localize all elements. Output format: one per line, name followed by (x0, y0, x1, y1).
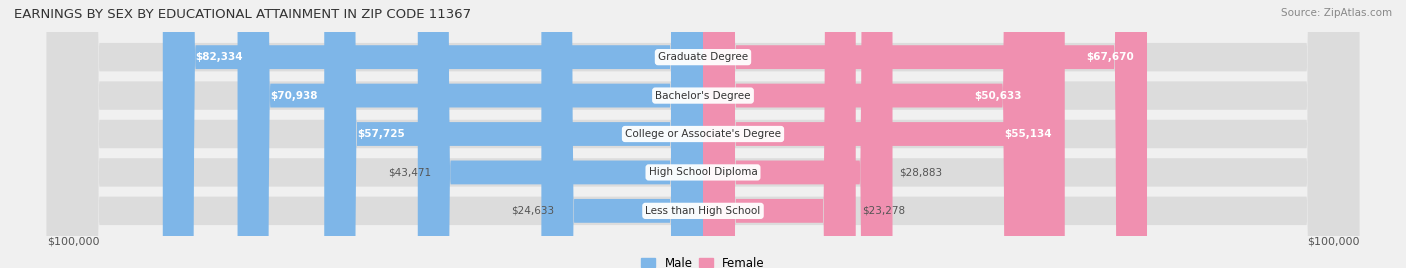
FancyBboxPatch shape (703, 0, 1064, 268)
Text: $100,000: $100,000 (46, 237, 100, 247)
Text: Bachelor's Degree: Bachelor's Degree (655, 91, 751, 100)
FancyBboxPatch shape (703, 0, 856, 268)
Text: $28,883: $28,883 (898, 168, 942, 177)
FancyBboxPatch shape (325, 0, 703, 268)
Text: $57,725: $57,725 (357, 129, 405, 139)
Text: High School Diploma: High School Diploma (648, 168, 758, 177)
Text: $50,633: $50,633 (974, 91, 1022, 100)
FancyBboxPatch shape (46, 0, 1360, 268)
Text: $23,278: $23,278 (862, 206, 905, 216)
Text: $43,471: $43,471 (388, 168, 430, 177)
Text: $24,633: $24,633 (512, 206, 554, 216)
Legend: Male, Female: Male, Female (637, 252, 769, 268)
Text: Less than High School: Less than High School (645, 206, 761, 216)
Text: Source: ZipAtlas.com: Source: ZipAtlas.com (1281, 8, 1392, 18)
FancyBboxPatch shape (238, 0, 703, 268)
FancyBboxPatch shape (46, 0, 1360, 268)
Text: College or Associate's Degree: College or Associate's Degree (626, 129, 780, 139)
FancyBboxPatch shape (703, 0, 1035, 268)
Text: $55,134: $55,134 (1004, 129, 1052, 139)
FancyBboxPatch shape (541, 0, 703, 268)
FancyBboxPatch shape (46, 0, 1360, 268)
Text: $82,334: $82,334 (195, 52, 243, 62)
Text: $67,670: $67,670 (1085, 52, 1133, 62)
FancyBboxPatch shape (163, 0, 703, 268)
FancyBboxPatch shape (703, 0, 1147, 268)
FancyBboxPatch shape (46, 0, 1360, 268)
FancyBboxPatch shape (703, 0, 893, 268)
Text: $70,938: $70,938 (270, 91, 318, 100)
Text: EARNINGS BY SEX BY EDUCATIONAL ATTAINMENT IN ZIP CODE 11367: EARNINGS BY SEX BY EDUCATIONAL ATTAINMEN… (14, 8, 471, 21)
FancyBboxPatch shape (418, 0, 703, 268)
Text: Graduate Degree: Graduate Degree (658, 52, 748, 62)
Text: $100,000: $100,000 (1306, 237, 1360, 247)
FancyBboxPatch shape (46, 0, 1360, 268)
